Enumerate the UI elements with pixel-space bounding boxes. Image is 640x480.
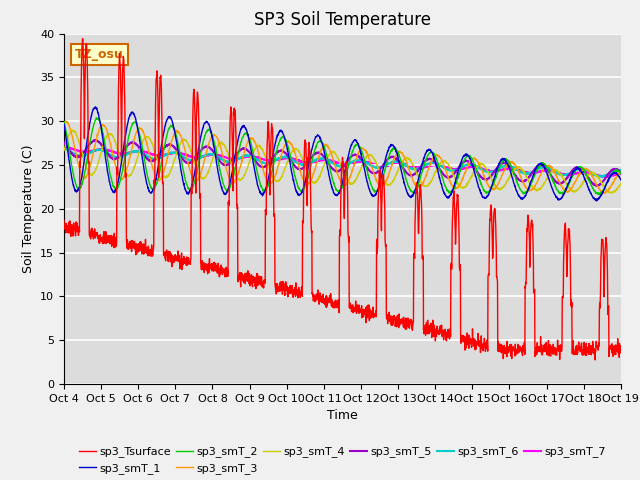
sp3_smT_2	[504, 158, 512, 164]
sp3_smT_1	[568, 172, 575, 178]
sp3_Tsurface	[568, 300, 575, 305]
sp3_smT_3	[371, 173, 379, 179]
sp3_smT_7	[359, 158, 367, 164]
Line: sp3_smT_6: sp3_smT_6	[64, 149, 621, 177]
sp3_smT_1	[359, 158, 367, 164]
sp3_Tsurface	[60, 217, 68, 223]
sp3_Tsurface	[216, 274, 223, 279]
sp3_smT_6	[504, 163, 512, 168]
sp3_smT_6	[216, 155, 223, 161]
sp3_smT_2	[216, 165, 223, 170]
sp3_Tsurface	[584, 345, 591, 351]
sp3_smT_5	[60, 140, 68, 145]
Y-axis label: Soil Temperature (C): Soil Temperature (C)	[22, 144, 35, 273]
Line: sp3_smT_2: sp3_smT_2	[64, 118, 621, 195]
sp3_smT_3	[600, 191, 608, 196]
Line: sp3_smT_7: sp3_smT_7	[64, 147, 621, 177]
Line: sp3_Tsurface: sp3_Tsurface	[64, 38, 621, 360]
sp3_smT_6	[597, 174, 605, 180]
sp3_smT_4	[359, 161, 367, 167]
sp3_smT_3	[60, 120, 68, 126]
sp3_smT_1	[92, 104, 99, 110]
sp3_smT_7	[504, 166, 512, 172]
sp3_smT_2	[617, 171, 625, 177]
sp3_smT_4	[617, 180, 625, 186]
sp3_smT_7	[617, 171, 625, 177]
sp3_smT_7	[371, 162, 379, 168]
sp3_smT_4	[607, 190, 614, 196]
sp3_smT_4	[68, 127, 76, 133]
sp3_smT_1	[371, 193, 379, 199]
sp3_smT_6	[584, 168, 591, 173]
sp3_Tsurface	[504, 348, 512, 353]
sp3_smT_4	[60, 148, 68, 154]
sp3_Tsurface	[591, 357, 599, 363]
sp3_smT_7	[568, 171, 575, 177]
sp3_smT_7	[584, 169, 591, 175]
sp3_Tsurface	[617, 350, 625, 356]
Line: sp3_smT_5: sp3_smT_5	[64, 140, 621, 186]
sp3_smT_4	[216, 141, 223, 146]
sp3_smT_4	[504, 177, 512, 182]
sp3_smT_6	[359, 158, 367, 164]
sp3_smT_7	[62, 144, 70, 150]
sp3_smT_3	[359, 145, 367, 151]
Title: SP3 Soil Temperature: SP3 Soil Temperature	[254, 11, 431, 29]
sp3_smT_2	[568, 175, 575, 180]
sp3_smT_1	[584, 182, 591, 188]
sp3_smT_6	[568, 169, 575, 175]
sp3_smT_3	[617, 170, 625, 176]
sp3_Tsurface	[371, 311, 379, 317]
sp3_smT_1	[593, 198, 600, 204]
sp3_Tsurface	[359, 311, 367, 316]
sp3_smT_5	[617, 170, 625, 176]
X-axis label: Time: Time	[327, 409, 358, 422]
Line: sp3_smT_1: sp3_smT_1	[64, 107, 621, 201]
sp3_smT_3	[216, 141, 223, 146]
sp3_smT_5	[584, 173, 591, 179]
sp3_smT_7	[216, 152, 223, 158]
sp3_smT_2	[584, 173, 591, 179]
sp3_smT_7	[60, 144, 68, 150]
sp3_smT_2	[60, 119, 68, 125]
sp3_smT_5	[504, 163, 512, 168]
sp3_smT_2	[371, 188, 379, 193]
Line: sp3_smT_4: sp3_smT_4	[64, 130, 621, 193]
sp3_smT_1	[216, 177, 223, 182]
sp3_smT_1	[504, 164, 512, 169]
sp3_smT_4	[568, 187, 575, 193]
sp3_smT_3	[62, 118, 70, 124]
sp3_smT_4	[371, 156, 379, 162]
sp3_smT_1	[60, 121, 68, 127]
sp3_smT_5	[359, 158, 367, 164]
Legend: sp3_Tsurface, sp3_smT_1, sp3_smT_2, sp3_smT_3, sp3_smT_4, sp3_smT_5, sp3_smT_6, : sp3_Tsurface, sp3_smT_1, sp3_smT_2, sp3_…	[75, 442, 610, 479]
sp3_smT_6	[60, 146, 68, 152]
sp3_smT_3	[504, 161, 512, 167]
sp3_smT_2	[596, 192, 604, 198]
sp3_smT_6	[617, 168, 625, 173]
sp3_smT_7	[603, 174, 611, 180]
sp3_smT_1	[617, 177, 625, 183]
Text: TZ_osu: TZ_osu	[75, 48, 124, 61]
sp3_smT_3	[568, 185, 575, 191]
sp3_Tsurface	[79, 36, 86, 41]
sp3_smT_5	[371, 170, 379, 176]
sp3_smT_3	[584, 167, 591, 173]
sp3_smT_2	[92, 115, 100, 121]
sp3_smT_5	[92, 137, 100, 143]
sp3_smT_5	[592, 183, 600, 189]
sp3_smT_6	[61, 146, 68, 152]
sp3_smT_5	[216, 158, 223, 164]
sp3_smT_2	[359, 151, 367, 156]
sp3_smT_4	[584, 174, 591, 180]
sp3_smT_6	[371, 164, 379, 170]
sp3_smT_5	[568, 168, 575, 174]
Line: sp3_smT_3: sp3_smT_3	[64, 121, 621, 193]
